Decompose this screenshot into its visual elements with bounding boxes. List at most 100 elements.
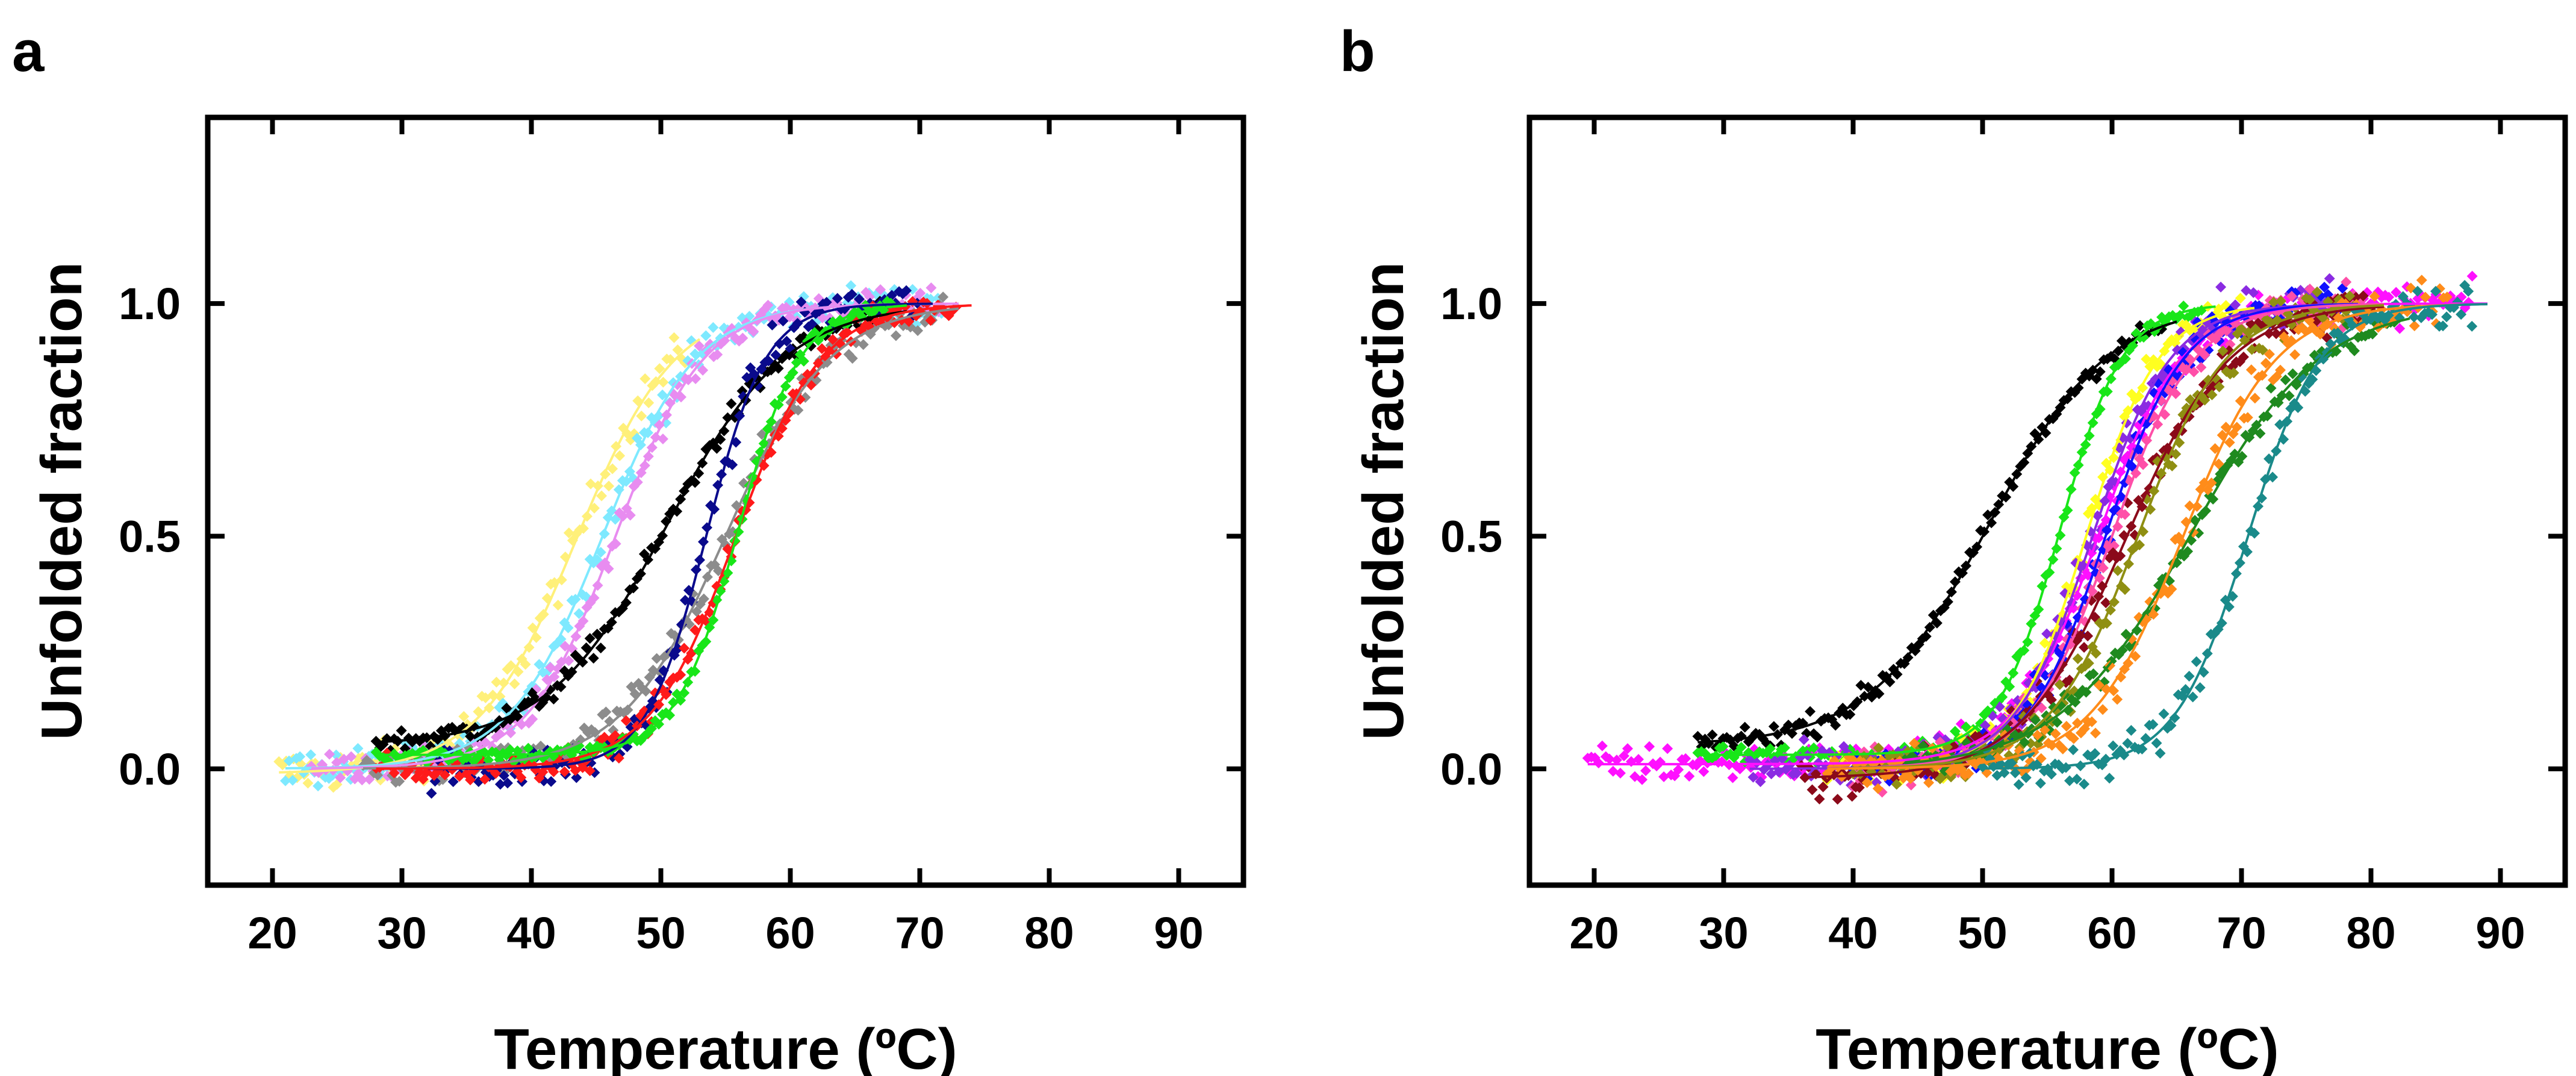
data-point <box>473 706 484 717</box>
data-point <box>2091 373 2102 385</box>
data-point <box>1717 741 1729 752</box>
data-point <box>2283 390 2295 402</box>
data-point <box>2009 767 2021 779</box>
fit-line-black <box>376 310 907 744</box>
data-point <box>2383 291 2395 303</box>
data-point <box>2286 291 2297 302</box>
fit-line-navy <box>428 302 933 770</box>
data-point <box>912 325 924 337</box>
x-tick-label: 30 <box>1699 908 1748 958</box>
data-point <box>1779 742 1790 753</box>
data-point <box>302 777 314 789</box>
y-tick-label: 1.0 <box>119 279 181 329</box>
data-point <box>2006 757 2017 769</box>
data-point <box>643 397 655 408</box>
data-point <box>603 480 615 492</box>
data-point <box>1622 743 1633 754</box>
data-point <box>1662 743 1673 754</box>
data-point <box>2187 691 2198 703</box>
data-point <box>2246 344 2257 355</box>
data-point <box>505 660 517 671</box>
data-point <box>305 749 317 760</box>
data-point <box>2068 733 2079 744</box>
data-point <box>694 340 705 352</box>
data-point <box>2463 285 2474 297</box>
data-point <box>2408 311 2419 323</box>
data-point <box>2289 349 2301 361</box>
data-point <box>2019 736 2030 748</box>
data-point <box>2238 351 2249 362</box>
fit-line-forest-green <box>1905 317 2410 765</box>
panel-label-a: a <box>12 19 45 84</box>
data-point <box>559 766 570 777</box>
data-point <box>2324 273 2335 284</box>
data-point <box>465 730 476 742</box>
data-point <box>784 311 795 323</box>
data-point <box>1876 754 1887 766</box>
data-point <box>1673 764 1684 776</box>
data-point <box>1776 753 1788 765</box>
y-tick-label: 0.5 <box>1440 511 1502 561</box>
data-point <box>2195 362 2207 373</box>
data-point <box>2466 320 2478 332</box>
data-point <box>2426 309 2438 320</box>
data-point <box>651 653 662 664</box>
data-point <box>1891 779 1902 790</box>
fit-line-teal <box>1982 303 2488 770</box>
data-point <box>1806 784 1818 795</box>
data-point <box>875 284 886 296</box>
data-point <box>711 443 723 454</box>
data-point <box>2108 540 2120 552</box>
data-point <box>2430 285 2441 297</box>
data-point <box>396 725 407 736</box>
data-point <box>2147 719 2159 730</box>
data-point <box>624 509 636 521</box>
x-tick-label: 90 <box>2475 908 2525 958</box>
data-point <box>1637 774 1648 785</box>
data-point <box>1747 771 1759 783</box>
data-point <box>2217 345 2229 356</box>
data-point <box>781 335 792 347</box>
data-point <box>620 715 632 726</box>
data-point <box>2199 394 2210 406</box>
plot-frame-b <box>1526 114 2568 888</box>
data-point <box>2035 777 2046 789</box>
data-point <box>388 767 400 779</box>
data-point <box>2174 371 2185 382</box>
data-point <box>2094 679 2105 691</box>
data-point <box>2166 583 2177 595</box>
data-point <box>1596 740 1608 751</box>
data-point <box>287 774 299 786</box>
data-point <box>767 319 778 331</box>
data-point <box>857 339 869 350</box>
data-point <box>280 775 291 786</box>
data-point <box>2296 372 2307 383</box>
data-point <box>1844 709 1856 720</box>
data-point <box>1755 776 1766 788</box>
data-point <box>2039 724 2050 736</box>
y-tick-label: 0.0 <box>119 744 181 794</box>
data-point <box>502 777 513 789</box>
data-point <box>821 296 832 308</box>
data-point <box>1812 732 1823 743</box>
x-tick-label: 70 <box>895 908 944 958</box>
data-point <box>1764 743 1776 754</box>
data-point <box>1814 794 1825 805</box>
data-point <box>903 316 915 328</box>
data-point <box>2071 717 2083 729</box>
data-point <box>2214 381 2225 393</box>
data-point <box>2097 704 2109 715</box>
data-point <box>2158 708 2170 720</box>
data-point <box>679 687 690 698</box>
x-tick-label: 60 <box>2087 908 2136 958</box>
data-point <box>2242 412 2253 423</box>
data-point <box>571 772 582 783</box>
data-point <box>2052 717 2063 728</box>
data-point <box>324 748 335 760</box>
x-tick-label: 90 <box>1154 908 1203 958</box>
x-axis-title-a: Temperature (ºC) <box>494 1017 957 1076</box>
data-point <box>846 288 857 300</box>
data-point <box>2090 648 2102 659</box>
data-point <box>2206 477 2217 488</box>
